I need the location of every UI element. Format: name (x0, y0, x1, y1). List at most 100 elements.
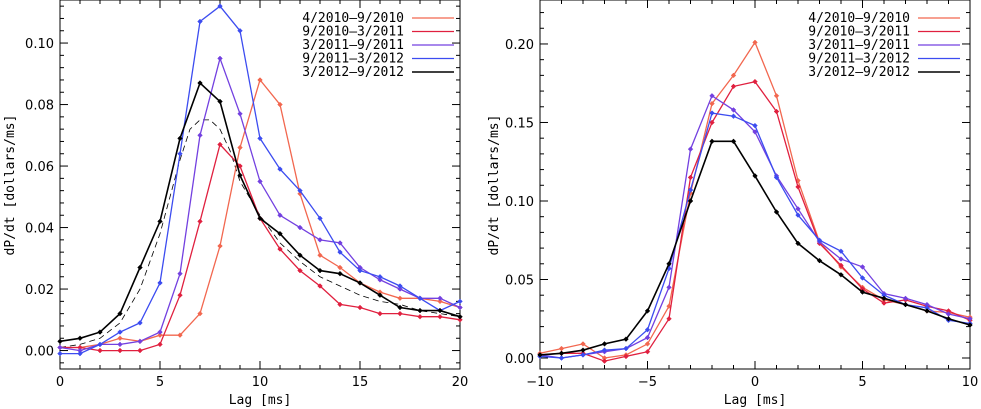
right-data-point (644, 308, 651, 314)
left-y-tick-label: 0.02 (25, 283, 54, 298)
left-x-tick-label: 0 (56, 375, 64, 390)
left-data-point (357, 267, 363, 274)
left-data-point (237, 111, 243, 117)
left-x-axis-label: Lag [ms] (229, 393, 292, 408)
left-data-point (317, 252, 323, 258)
left-series-4 (57, 80, 463, 345)
left-data-point (137, 264, 143, 271)
left-data-point (457, 313, 463, 320)
right-data-point (580, 341, 586, 347)
left-data-point (417, 313, 423, 320)
left-data-point (277, 166, 283, 172)
left-data-point (117, 310, 123, 317)
left-data-point (157, 332, 163, 338)
left-data-point (177, 150, 183, 157)
left-data-point (277, 246, 283, 252)
left-data-point (397, 283, 403, 289)
left-data-point (257, 135, 263, 142)
right-data-point (730, 83, 737, 90)
right-series-4 (537, 138, 973, 358)
right-data-point (709, 138, 715, 145)
right-data-point (580, 352, 586, 358)
left-data-point (437, 298, 443, 305)
right-data-point (859, 289, 866, 295)
right-data-point (730, 138, 737, 145)
right-chart: −10 −5 0 5 10 0.00 0.05 0.10 0.15 0.20 4/2010–9/2… (487, 0, 978, 408)
right-data-point (859, 275, 866, 281)
right-data-point (709, 119, 715, 126)
right-ticks: −10 −5 0 5 10 0.00 0.05 0.10 0.15 0.20 (505, 0, 978, 390)
left-data-point (237, 163, 243, 169)
right-data-point (558, 345, 565, 352)
left-legend-label: 9/2011–3/2012 (302, 52, 404, 67)
left-data-point (277, 101, 283, 108)
right-data-point (752, 39, 758, 46)
right-series-line (539, 112, 971, 359)
left-data-point (397, 295, 403, 302)
right-series-line (539, 94, 971, 359)
right-y-tick-label: 0.00 (505, 352, 534, 367)
right-legend-label: 9/2010–3/2011 (808, 25, 910, 40)
right-data-point (687, 198, 694, 204)
right-data-point (666, 315, 672, 322)
left-y-axis-label: dP/dt [dollars/ms] (3, 115, 18, 256)
left-data-point (157, 329, 163, 335)
left-data-point (217, 55, 223, 62)
right-series-line (539, 40, 971, 359)
left-legend-label: 9/2010–3/2011 (302, 25, 404, 40)
right-data-point (601, 341, 608, 347)
right-data-point (795, 240, 801, 247)
left-series-0 (57, 77, 463, 351)
left-data-point (217, 141, 223, 148)
left-data-point (117, 329, 123, 335)
right-data-point (644, 334, 651, 341)
right-data-point (924, 308, 930, 314)
left-legend-label: 3/2012–9/2012 (302, 65, 404, 80)
left-series-line (60, 143, 461, 352)
right-legend-label: 3/2012–9/2012 (808, 65, 910, 80)
left-data-point (137, 320, 143, 326)
left-x-tick-label: 20 (452, 375, 469, 390)
left-series-line (59, 81, 461, 343)
right-data-point (773, 174, 780, 181)
left-data-point (237, 144, 243, 151)
left-data-point (277, 230, 283, 237)
left-data-point (317, 215, 323, 222)
left-data-point (337, 240, 343, 246)
left-series-3 (57, 3, 463, 357)
left-data-point (197, 80, 203, 86)
left-data-point (257, 77, 263, 83)
left-data-point (297, 187, 303, 194)
right-legend-label: 9/2011–3/2012 (808, 52, 910, 67)
left-data-point (377, 310, 383, 317)
right-data-point (838, 256, 844, 262)
left-data-point (457, 298, 463, 305)
left-series-1 (57, 141, 463, 354)
left-data-point (197, 18, 203, 25)
left-data-point (297, 252, 303, 258)
left-x-tick-label: 15 (352, 375, 369, 390)
left-data-point (397, 286, 403, 292)
right-data-point (601, 347, 608, 353)
right-data-point (881, 300, 887, 306)
left-data-point (57, 344, 63, 351)
left-y-tick-label: 0.10 (25, 37, 54, 52)
right-y-tick-label: 0.20 (505, 38, 534, 53)
right-series-0 (537, 39, 973, 361)
left-reference-curve (59, 119, 461, 348)
right-data-point (709, 93, 715, 99)
right-legend-label: 3/2011–9/2011 (808, 38, 910, 53)
right-data-point (859, 264, 866, 270)
right-data-point (816, 237, 823, 243)
right-data-point (687, 187, 694, 193)
right-data-point (881, 295, 887, 302)
right-data-point (687, 174, 694, 181)
left-data-point (177, 135, 183, 142)
left-data-point (197, 310, 203, 317)
left-ticks: 0 5 10 15 20 0.00 0.02 0.04 0.06 0.08 0.10 (25, 0, 468, 390)
left-data-point (337, 301, 343, 308)
right-data-point (666, 261, 672, 267)
left-data-point (337, 249, 343, 255)
left-data-point (217, 243, 223, 249)
